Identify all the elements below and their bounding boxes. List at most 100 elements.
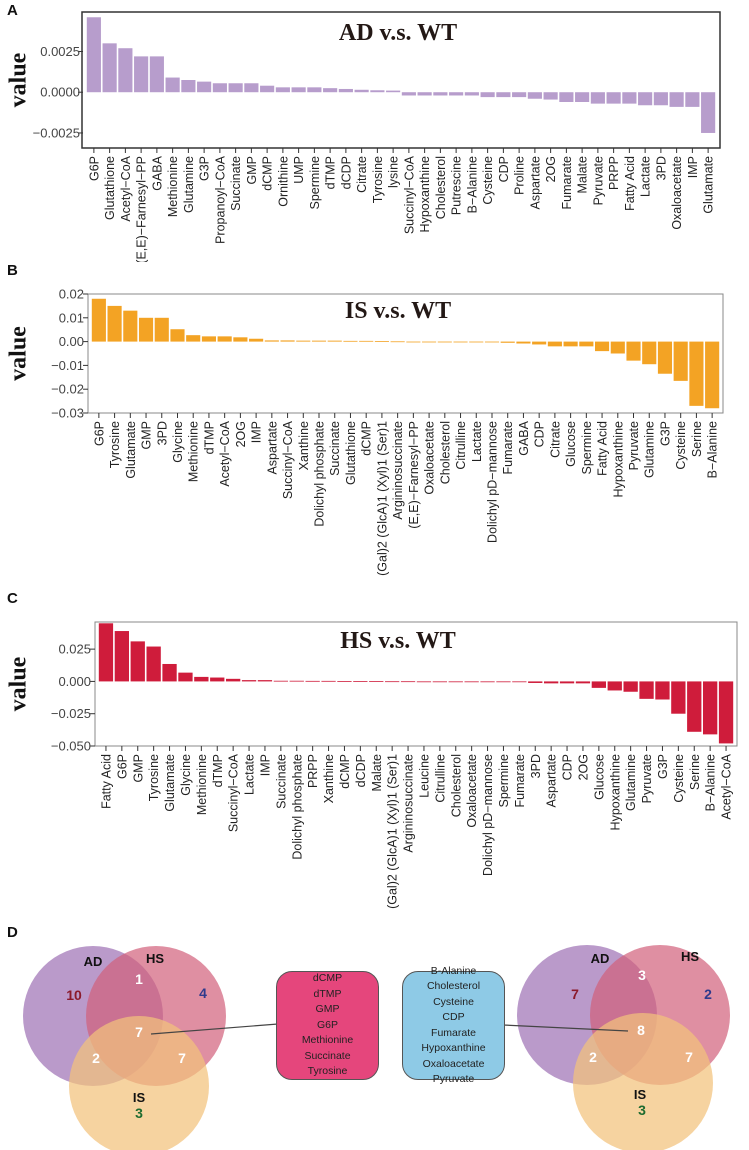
chart-title: IS v.s. WT xyxy=(345,298,451,324)
bar xyxy=(610,341,625,354)
y-tick-label: 0.025 xyxy=(58,642,91,657)
bar xyxy=(323,88,338,93)
bar xyxy=(353,681,368,682)
bar xyxy=(590,92,605,104)
bar xyxy=(337,681,352,682)
venn-count-ad-hs: 3 xyxy=(638,967,646,983)
x-tick-label: Argininosuccinate xyxy=(402,754,416,853)
x-tick-label: Citrulline xyxy=(454,421,468,470)
x-tick-label: GABA xyxy=(150,155,164,190)
x-tick-label: Propanoyl−CoA xyxy=(213,155,227,244)
venn-callout-connector xyxy=(502,1024,629,1032)
venn-callout-item: Fumarate xyxy=(431,1026,476,1039)
venn-callout-item: dTMP xyxy=(313,987,342,1000)
bar xyxy=(170,329,185,342)
bar xyxy=(687,681,702,732)
x-tick-label: G3P xyxy=(198,156,212,181)
bar xyxy=(512,92,527,98)
bar xyxy=(98,623,114,682)
x-tick-label: 2OG xyxy=(576,754,590,780)
bar xyxy=(102,43,117,93)
bar xyxy=(417,92,432,96)
venn-diagram-1: AD HS IS 10 4 3 1 2 7 7 xyxy=(23,946,279,1150)
bar xyxy=(516,341,531,344)
x-tick-label: dTMP xyxy=(202,421,216,454)
bar xyxy=(327,340,342,342)
bar xyxy=(194,676,209,682)
bar xyxy=(386,90,401,93)
venn-set-label-ad: AD xyxy=(591,951,610,966)
venn-callout-item: Tyrosine xyxy=(307,1065,348,1078)
bar xyxy=(244,83,259,93)
venn-set-label-is: IS xyxy=(634,1087,647,1102)
x-tick-label: Methionine xyxy=(195,754,209,815)
x-tick-label: Fatty Acid xyxy=(623,156,637,211)
bar xyxy=(311,340,327,342)
venn-callout-item: G6P xyxy=(316,1018,338,1031)
bar xyxy=(138,317,154,342)
x-tick-label: Lactate xyxy=(243,754,257,795)
x-tick-label: 2OG xyxy=(544,156,558,182)
venn-callout-item: Cholesterol xyxy=(426,980,481,992)
bar xyxy=(291,87,306,93)
x-tick-label: Citrulline xyxy=(433,754,447,803)
y-tick-label: −0.050 xyxy=(51,739,91,754)
x-tick-label: Glucose xyxy=(564,421,578,467)
chart-title: AD v.s. WT xyxy=(339,20,457,46)
bar xyxy=(154,317,169,342)
x-tick-label: Glycine xyxy=(179,754,193,796)
bar xyxy=(130,641,145,682)
x-tick-label: Acetyl−CoA xyxy=(720,753,734,819)
bar xyxy=(149,56,164,93)
y-tick-label: 0.000 xyxy=(58,674,91,689)
venn-callout-item: Oxaloacetate xyxy=(422,1057,485,1070)
venn-callout-box-2: B-Alanine Cholesterol Cysteine CDP Fumarate H… xyxy=(402,965,505,1085)
x-tick-label: Malate xyxy=(576,156,590,194)
plot-frame xyxy=(94,621,738,747)
bar xyxy=(107,305,122,342)
x-tick-label: Succinyl−CoA xyxy=(402,155,416,234)
bar xyxy=(210,677,225,682)
venn-callout-item: CDP xyxy=(442,1011,465,1023)
x-tick-label: 3PD xyxy=(529,754,543,778)
bar xyxy=(449,92,464,96)
x-tick-label: PRPP xyxy=(607,156,621,190)
venn-callout-item: B-Alanine xyxy=(430,964,477,977)
bar xyxy=(544,681,559,684)
venn-callout-item: GMP xyxy=(315,1003,340,1016)
y-tick-label: −0.03 xyxy=(51,406,84,421)
venn-set-label-is: IS xyxy=(133,1090,146,1105)
bar xyxy=(114,631,129,682)
x-tick-label: Pyruvate xyxy=(591,156,605,205)
bar xyxy=(400,681,416,683)
x-tick-label: Tyrosine xyxy=(108,421,122,468)
x-tick-label: Spermine xyxy=(308,156,322,210)
x-tick-label: (E,E)−Farnesyl−PP xyxy=(407,421,421,529)
y-tick-label: 0.0025 xyxy=(40,44,80,59)
x-tick-label: Spermine xyxy=(580,421,594,475)
x-tick-label: Dolichyl phosphate xyxy=(290,754,304,860)
bar xyxy=(212,83,227,93)
bar xyxy=(496,92,511,98)
x-tick-label: Dolichyl pD−mannose xyxy=(485,421,499,543)
x-tick-label: 3PD xyxy=(654,156,668,180)
x-tick-label: dCMP xyxy=(261,156,275,191)
venn-set-label-ad: AD xyxy=(84,954,103,969)
plot-frame xyxy=(87,293,724,414)
bar xyxy=(186,335,201,342)
bar xyxy=(275,87,290,93)
venn-count-is-only: 3 xyxy=(638,1102,646,1118)
bar xyxy=(233,337,248,342)
bar xyxy=(390,341,405,343)
x-tick-label: Glutamate xyxy=(702,156,716,214)
x-tick-label: G3P xyxy=(658,421,672,446)
x-tick-label: Putrescine xyxy=(450,156,464,215)
x-tick-label: GMP xyxy=(140,421,154,449)
bar xyxy=(249,338,264,342)
venn-callout-item: Hypoxanthine xyxy=(421,1042,486,1054)
x-tick-label: Fatty Acid xyxy=(99,754,113,809)
bar xyxy=(464,92,479,96)
x-tick-label: Glucose xyxy=(592,754,606,800)
x-tick-label: Fumarate xyxy=(560,156,574,210)
x-tick-label: Pyruvate xyxy=(627,421,641,470)
